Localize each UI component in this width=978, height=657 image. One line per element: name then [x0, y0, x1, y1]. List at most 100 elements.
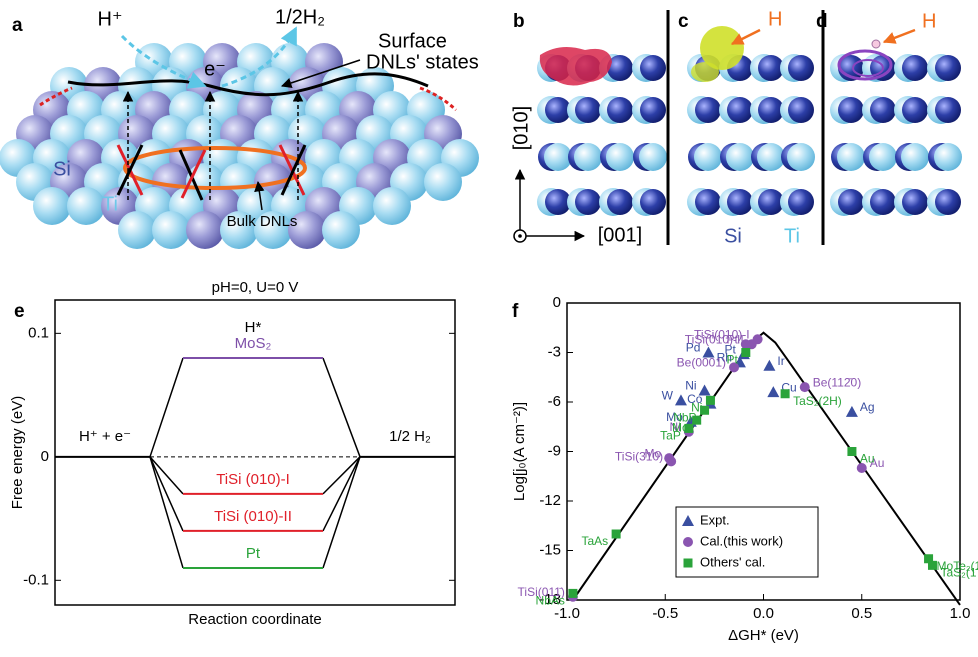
- atom: [607, 55, 633, 81]
- atom: [901, 143, 929, 171]
- point-label: Pt: [726, 332, 738, 346]
- marker: [698, 384, 711, 396]
- marker: [927, 560, 937, 570]
- point-label: TaS₂(1T): [940, 566, 978, 580]
- atom: [640, 55, 666, 81]
- connector: [322, 357, 361, 458]
- y-tick-label: -15: [539, 541, 561, 558]
- point-label: Au: [870, 456, 885, 470]
- atom: [254, 211, 292, 249]
- state-label: H*: [245, 319, 262, 336]
- y-tick-label: -6: [548, 393, 561, 410]
- panel-label: a: [12, 15, 23, 36]
- label: Si: [53, 158, 71, 180]
- label: Surface: [378, 30, 447, 52]
- y-tick-label: -3: [548, 343, 561, 360]
- point-label: Co: [687, 392, 703, 406]
- marker: [611, 529, 621, 539]
- level-label: TiSi (010)-II: [214, 508, 292, 525]
- connector: [149, 456, 184, 569]
- pointer: [254, 180, 265, 211]
- charge-density: [852, 59, 884, 77]
- atom: [757, 143, 785, 171]
- plot-frame: [54, 299, 456, 606]
- point-label: Mo: [666, 410, 683, 424]
- label: e⁻: [204, 58, 226, 80]
- marker: [705, 395, 715, 405]
- atom: [758, 55, 784, 81]
- atom: [574, 143, 602, 171]
- marker: [741, 348, 751, 357]
- y-tick-label: -9: [548, 442, 561, 459]
- y-tick-label: -18: [539, 591, 561, 608]
- point-label: Pt: [726, 353, 738, 367]
- legend-box: [675, 506, 819, 578]
- point-label: Pd: [686, 341, 701, 355]
- label: 1/2H₂: [275, 6, 325, 28]
- atom: [373, 187, 411, 225]
- atom: [575, 189, 601, 215]
- marker: [700, 405, 710, 415]
- marker: [568, 588, 578, 598]
- x-axis-label: ΔGH* (eV): [728, 627, 799, 644]
- atom: [152, 211, 190, 249]
- charge-density: [837, 49, 893, 81]
- point-label: TaP: [660, 429, 681, 443]
- chart-e: e pH=0, U=0 V Free energy (eV) Reaction coo…: [9, 279, 456, 628]
- atom: [545, 189, 571, 215]
- point-label: MoTe₂(1T)/MoTe₂(Td): [937, 559, 978, 573]
- dnl-edge: [419, 86, 458, 112]
- atom: [118, 211, 156, 249]
- point-label: Ni: [669, 420, 680, 434]
- legend-label: Si: [724, 225, 742, 247]
- projection-arrows: [122, 90, 304, 200]
- atom: [33, 187, 71, 225]
- marker: [682, 515, 694, 526]
- point-label: TaS₂(2H): [793, 394, 842, 408]
- level-label: Pt: [246, 545, 261, 562]
- point-label: TiSi(010)-I: [694, 327, 750, 341]
- connector: [322, 456, 361, 569]
- y-tick-label: 0.1: [28, 324, 49, 341]
- point-label: W: [662, 389, 674, 403]
- point-label: Mo: [645, 446, 662, 460]
- atom: [694, 143, 722, 171]
- atom: [727, 189, 753, 215]
- label: Ti: [102, 193, 118, 215]
- atom: [640, 97, 666, 123]
- atom: [288, 211, 326, 249]
- charge-density: [539, 46, 612, 86]
- point-label: TiSi(010)-II: [685, 332, 744, 346]
- axis-label: [001]: [598, 224, 642, 246]
- level-label: MoS₂: [235, 335, 272, 352]
- x-tick-label: 0.5: [851, 605, 872, 622]
- atom: [544, 143, 572, 171]
- label: Bulk DNLs: [227, 213, 298, 230]
- marker: [924, 554, 934, 564]
- h2-path: [221, 26, 298, 88]
- nodal-crossings: [116, 144, 307, 201]
- marker: [847, 447, 857, 456]
- atom: [575, 97, 601, 123]
- marker: [702, 346, 715, 358]
- atom: [67, 187, 105, 225]
- marker: [763, 359, 776, 371]
- x-tick-label: 0.0: [753, 605, 774, 622]
- marker: [684, 423, 694, 433]
- marker: [666, 456, 677, 467]
- atom: [870, 97, 896, 123]
- atom: [322, 211, 360, 249]
- atom: [758, 97, 784, 123]
- atom: [934, 143, 962, 171]
- chart-f: f Log[j₀(A cm⁻²)] ΔGH* (eV) 0 -3 -6 -9 -12 -15 -1…: [511, 294, 978, 644]
- y-axis-label: Free energy (eV): [9, 396, 26, 509]
- marker: [780, 389, 790, 399]
- legend-label: Ti: [784, 225, 800, 247]
- proton-path: [120, 34, 207, 89]
- point-label: Ni: [691, 401, 702, 415]
- atom: [639, 143, 667, 171]
- atom: [788, 55, 814, 81]
- pointer: [730, 28, 761, 46]
- point-label: TiSi(011̄): [518, 585, 565, 599]
- atom: [788, 97, 814, 123]
